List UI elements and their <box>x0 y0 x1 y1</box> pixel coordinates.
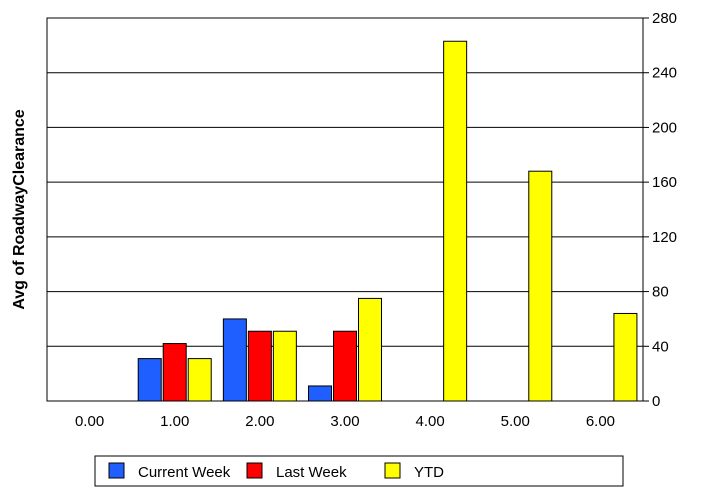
y-tick-label: 160 <box>652 174 677 191</box>
bar-current-week <box>137 358 162 402</box>
legend-box <box>94 455 624 487</box>
bar-current-week <box>222 318 247 402</box>
legend: Current Week Last Week YTD <box>94 455 624 487</box>
legend-swatch <box>384 462 401 479</box>
legend-label: Last Week <box>276 464 347 481</box>
y-tick-label: 40 <box>652 338 669 355</box>
bar-ytd <box>272 330 297 402</box>
y-tick-label: 120 <box>652 229 677 246</box>
axis-ticks: 0 40 80 120 160 200 240 280 0.00 1.00 2.00 3.00 4.00… <box>75 10 677 430</box>
grid-lines <box>47 72 643 347</box>
bar-ytd <box>187 358 212 402</box>
y-tick-label: 0 <box>652 393 660 410</box>
bar-ytd <box>443 40 468 402</box>
y-tick-label: 80 <box>652 284 669 301</box>
y-tick-label: 280 <box>652 10 677 27</box>
bar-last-week <box>162 343 187 402</box>
x-tick-label: 3.00 <box>330 413 359 430</box>
y-axis-label: Avg of RoadwayClearance <box>11 109 28 309</box>
legend-swatch <box>108 462 125 479</box>
bars <box>137 40 638 402</box>
x-tick-label: 5.00 <box>501 413 530 430</box>
bar-ytd <box>358 297 382 402</box>
bar-ytd <box>528 170 553 402</box>
bar-last-week <box>333 330 357 402</box>
plot-frame <box>46 17 644 402</box>
bar-current-week <box>308 385 332 402</box>
x-tick-label: 6.00 <box>586 413 615 430</box>
x-tick-label: 2.00 <box>245 413 274 430</box>
x-tick-label: 0.00 <box>75 413 104 430</box>
x-tick-label: 1.00 <box>160 413 189 430</box>
y-tick-label: 200 <box>652 119 677 136</box>
bar-ytd <box>613 312 638 402</box>
y-tick-label: 240 <box>652 65 677 82</box>
legend-label: Current Week <box>138 464 231 481</box>
bar-last-week <box>247 330 272 402</box>
x-tick-label: 4.00 <box>416 413 445 430</box>
legend-swatch <box>246 462 263 479</box>
legend-label: YTD <box>414 464 444 481</box>
